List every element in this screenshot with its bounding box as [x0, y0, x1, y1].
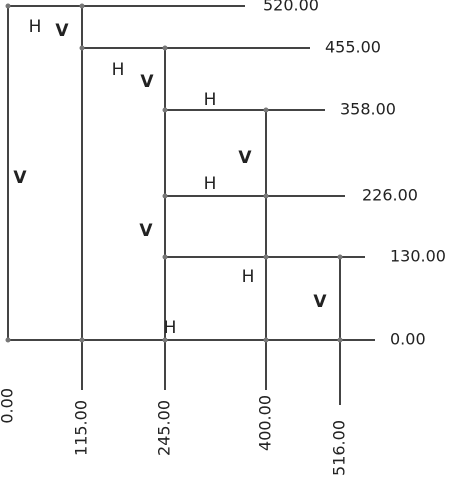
x-label: 0.00: [0, 388, 17, 424]
cut-marker: V: [55, 21, 69, 41]
cut-marker: H: [204, 174, 217, 194]
y-label: 226.00: [362, 186, 418, 205]
x-label: 115.00: [72, 400, 91, 456]
joint: [337, 254, 343, 260]
cut-marker: H: [112, 60, 125, 80]
joint: [263, 193, 269, 199]
y-label: 455.00: [325, 38, 381, 57]
joint: [5, 337, 11, 343]
joint: [162, 45, 168, 51]
y-label: 0.00: [390, 330, 426, 349]
cut-marker: H: [242, 267, 255, 287]
joint: [79, 3, 85, 9]
joint: [162, 193, 168, 199]
joint: [162, 254, 168, 260]
joint: [263, 107, 269, 113]
cut-marker: H: [164, 318, 177, 338]
x-label: 516.00: [330, 420, 349, 476]
cut-marker: H: [204, 90, 217, 110]
x-label: 400.00: [256, 395, 275, 451]
joint: [79, 337, 85, 343]
cut-marker: V: [238, 148, 252, 168]
y-label: 130.00: [390, 247, 446, 266]
joint: [263, 337, 269, 343]
cut-marker: V: [139, 221, 153, 241]
joint: [337, 337, 343, 343]
cut-marker: V: [13, 168, 27, 188]
cut-marker: H: [29, 17, 42, 37]
joint: [5, 3, 11, 9]
x-label: 245.00: [155, 400, 174, 456]
joint: [162, 107, 168, 113]
y-label: 520.00: [263, 0, 319, 15]
cut-marker: V: [140, 72, 154, 92]
joint: [162, 337, 168, 343]
cut-marker: V: [313, 292, 327, 312]
joint: [79, 45, 85, 51]
y-label: 358.00: [340, 100, 396, 119]
joint: [263, 254, 269, 260]
